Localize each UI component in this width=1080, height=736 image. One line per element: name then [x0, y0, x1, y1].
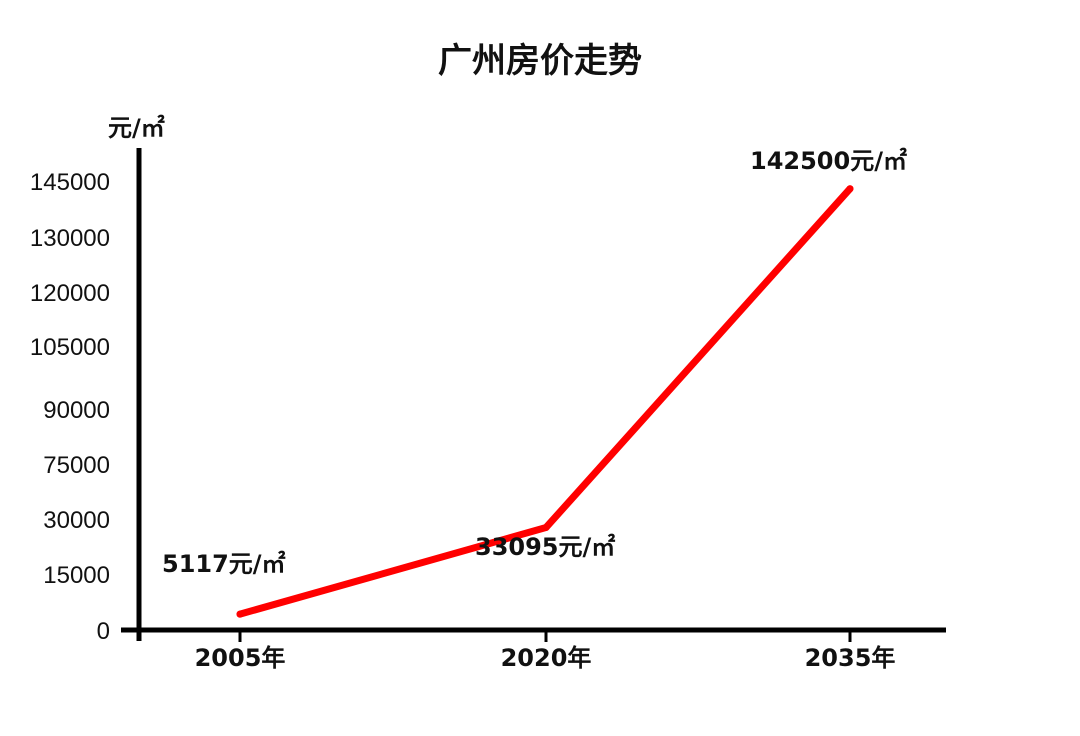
data-label: 33095元/㎡ [475, 533, 615, 561]
data-point [542, 524, 550, 532]
x-tick-label: 2020年 [501, 644, 592, 672]
data-label: 142500元/㎡ [750, 147, 907, 175]
data-points [236, 185, 854, 618]
data-labels: 5117元/㎡ 33095元/㎡ 142500元/㎡ [162, 147, 907, 578]
data-point [846, 185, 854, 193]
y-tick-label: 120000 [30, 280, 110, 307]
y-tick-label: 105000 [30, 334, 110, 361]
y-tick-label: 15000 [43, 562, 110, 589]
y-axis-unit-label: 元/㎡ [108, 114, 165, 142]
y-tick-label: 30000 [43, 507, 110, 534]
chart-title: 广州房价走势 [438, 41, 642, 81]
x-tick-label: 2005年 [195, 644, 286, 672]
data-point [236, 610, 244, 618]
y-tick-label: 0 [97, 618, 110, 645]
y-tick-label: 75000 [43, 452, 110, 479]
data-label: 5117元/㎡ [162, 550, 286, 578]
y-tick-label: 90000 [43, 397, 110, 424]
y-tick-labels: 0 15000 30000 75000 90000 105000 120000 130000 1… [30, 169, 110, 645]
y-tick-label: 145000 [30, 169, 110, 196]
x-tick-label: 2035年 [805, 644, 896, 672]
y-tick-label: 130000 [30, 225, 110, 252]
x-tick-labels: 2005年 2020年 2035年 [195, 630, 896, 672]
